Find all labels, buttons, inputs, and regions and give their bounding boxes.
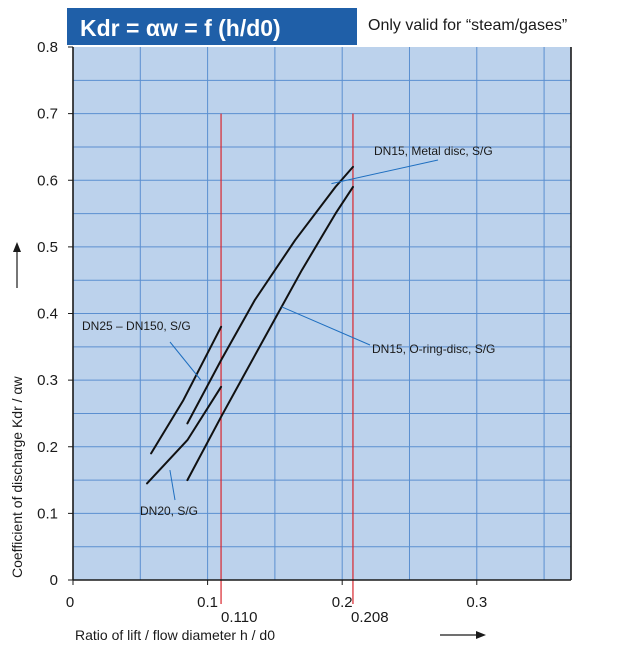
chart-subtitle: Only valid for “steam/gases”: [368, 17, 567, 34]
label-dn15-metal-disc: DN15, Metal disc, S/G: [374, 144, 493, 158]
label-dn15-oring-disc: DN15, O-ring-disc, S/G: [372, 342, 495, 356]
y-tick-label: 0: [50, 572, 58, 589]
series-line-3: [186, 185, 354, 482]
y-tick-label: 0.3: [37, 372, 58, 389]
y-tick-label: 0.5: [37, 239, 58, 256]
ref-label-0110: 0.110: [221, 609, 257, 626]
chart-title: Kdr = αw = f (h/d0): [80, 15, 281, 41]
y-tick-label: 0.1: [37, 505, 58, 522]
y-tick-label: 0.4: [37, 306, 58, 323]
label-dn20: DN20, S/G: [140, 504, 198, 518]
x-tick-label: 0.3: [466, 594, 487, 611]
annotation-leader: [281, 306, 371, 346]
label-dn25-dn150: DN25 – DN150, S/G: [82, 319, 191, 333]
series-line-2: [186, 165, 354, 425]
x-axis-label: Ratio of lift / flow diameter h / d0: [75, 627, 275, 643]
y-tick-label: 0.8: [37, 39, 58, 56]
y-axis-arrowhead: [13, 242, 21, 252]
x-tick-label: 0.2: [332, 594, 353, 611]
ref-label-0208: 0.208: [351, 609, 389, 626]
annotation-leader: [169, 469, 176, 501]
y-axis-label: Coefficient of discharge Kdr / αw: [9, 376, 25, 578]
y-tick-label: 0.7: [37, 106, 58, 123]
annotation-leader: [331, 159, 439, 185]
series-line-0: [150, 325, 223, 455]
x-tick-label: 0: [66, 594, 74, 611]
y-tick-label: 0.6: [37, 172, 58, 189]
title-banner: [67, 8, 357, 45]
x-tick-label: 0.1: [197, 594, 218, 611]
annotation-leader: [169, 341, 202, 381]
x-axis-arrowhead: [476, 631, 486, 639]
series-line-1: [146, 385, 223, 485]
y-tick-label: 0.2: [37, 439, 58, 456]
